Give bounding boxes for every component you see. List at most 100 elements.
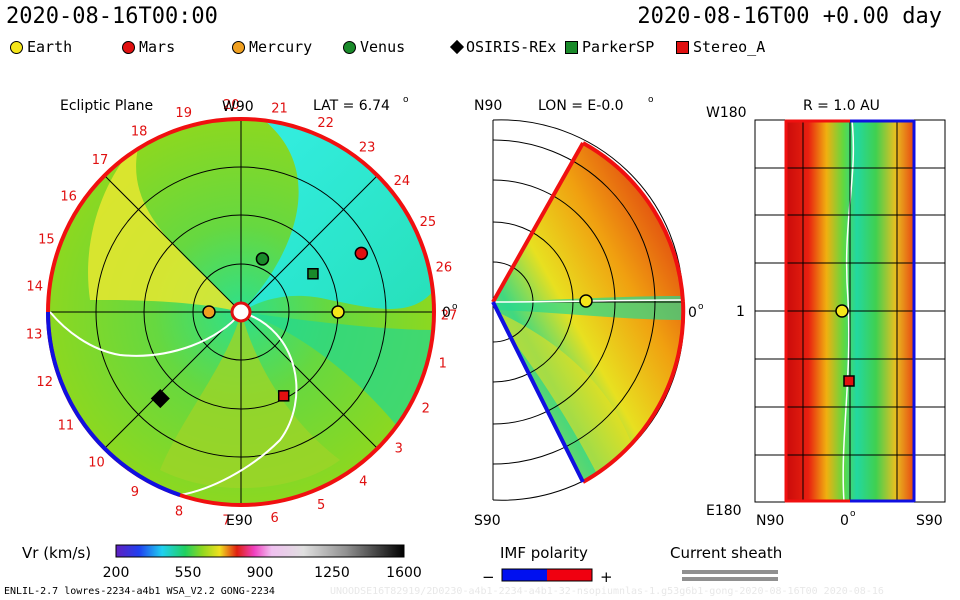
sector-label: 2 [422,402,430,417]
legend-label: Mars [139,38,176,56]
sector-label: 19 [175,106,192,121]
colorbar-tick: 1600 [386,565,422,581]
parkersp-marker [307,267,319,280]
rmap-bottom-left: E180 [706,503,742,519]
sector-label: 4 [359,474,367,489]
stereo-a-marker-rmap [843,375,855,387]
sheath-label: Current sheath [670,544,782,562]
ecliptic-right-degree: o [452,302,458,312]
colorbar: Vr (km/s) 200 550 900 1250 1600 [22,544,422,581]
colorbar-tick: 1250 [314,565,350,581]
legend-item-venus: Venus [343,38,405,56]
legend-marker-mercury [232,40,245,54]
colorbar-tick: 550 [175,565,202,581]
earth-marker-rmap [835,304,849,318]
legend-marker-earth [10,40,23,54]
ecliptic-title: Ecliptic Plane [60,98,153,114]
rmap-title: R = 1.0 AU [803,98,880,114]
date-left: 2020-08-16T00:00 [6,4,218,29]
imf-positive-swatch [547,569,592,581]
legend-item-stereo-a: Stereo_A [676,38,765,56]
meridional-lon-degree: o [648,95,654,105]
sector-label: 10 [88,456,105,471]
sector-label: 25 [420,215,437,230]
legend-item-mercury: Mercury [232,38,312,56]
rmap-bottom-zero: 0 [840,513,849,529]
mars-marker [354,246,369,261]
imf-minus: − [482,568,495,586]
legend-label: Stereo_A [693,38,766,56]
rmap-mid-left: 1 [736,304,745,320]
osiris-rex-marker [150,389,170,409]
sector-label: 8 [175,505,183,520]
sheath-legend: Current sheath [670,544,782,581]
legend-item-earth: Earth [10,38,72,56]
legend-label: ParkerSP [582,38,655,56]
sector-label: 15 [38,233,55,248]
imf-plus: + [600,568,613,586]
legend-item-mars: Mars [122,38,175,56]
ecliptic-bottom-label: E90 [226,513,253,529]
sector-label: 24 [394,174,411,189]
sector-label: 7 [222,514,230,529]
meridional-right-label: 0 [688,305,697,321]
sector-label: 26 [436,260,453,275]
rmap-top-left: W180 [706,105,747,121]
footer-left: ENLIL-2.7 lowres-2234-a4b1 WSA_V2.2 GONG… [4,586,275,597]
sector-label: 23 [359,141,376,156]
ecliptic-top-label: W90 [222,99,254,115]
legend-label: Mercury [249,38,313,56]
venus-marker [255,252,270,266]
legend-marker-mars [122,40,135,54]
rmap-bottom-n: N90 [756,513,784,529]
imf-negative-swatch [502,569,547,581]
meridional-right-degree: o [698,302,704,312]
sector-label: 6 [271,511,279,526]
sector-label: 17 [92,153,109,168]
earth-marker-meridional [579,294,593,308]
rmap-bottom-s: S90 [916,513,943,529]
sector-label: 27 [441,308,458,323]
sector-label: 20 [223,98,240,113]
earth-marker [331,305,345,319]
rmap-bottom-degree: o [850,509,856,519]
ecliptic-lat-degree: o [403,95,409,105]
legend-label: Venus [360,38,406,56]
mercury-marker [202,305,216,319]
legend-marker-stereo-a [676,40,689,54]
ecliptic-markers [150,246,369,409]
colorbar-tick: 200 [103,565,130,581]
ecliptic-lat-label: LAT = 6.74 [313,98,390,114]
legend-item-parkersp: ParkerSP [565,38,654,56]
imf-legend: IMF polarity − + [482,544,613,586]
meridional-bottom-label: S90 [474,513,501,529]
sector-label: 14 [26,280,43,295]
ecliptic-right-label: 0 [442,305,451,321]
sector-label: 9 [131,485,139,500]
sector-label: 13 [26,328,43,343]
sector-label: 18 [131,125,148,140]
colorbar-label: Vr (km/s) [22,544,91,562]
stereo-a-marker [277,390,290,402]
rmap-panel: R = 1.0 AU W180 1 E180 N90 0 o S90 [706,98,946,529]
footer-right: UNOODSE16T82919/2D0230-a4b1-2234-a4b1-32… [330,586,884,597]
sector-label: 21 [271,102,288,117]
meridional-top-label: N90 [474,98,502,114]
sector-label: 12 [36,375,53,390]
imf-label: IMF polarity [500,544,588,562]
date-right: 2020-08-16T00 +0.00 day [637,4,942,29]
sector-label: 16 [60,190,77,205]
sector-label: 22 [317,116,334,131]
legend-item-osiris-rex: OSIRIS-REx [449,38,557,56]
legend-marker-venus [343,40,356,54]
sector-label: 5 [317,498,325,513]
meridional-panel: N90 LON = E-0.0 o S90 0 o [474,95,704,529]
colorbar-ticks: 200 550 900 1250 1600 [103,565,422,581]
sector-label: 1 [439,356,447,371]
sector-label: 3 [395,442,403,457]
sector-label: 11 [58,418,75,433]
legend-label: OSIRIS-REx [466,38,557,56]
colorbar-tick: 900 [247,565,274,581]
